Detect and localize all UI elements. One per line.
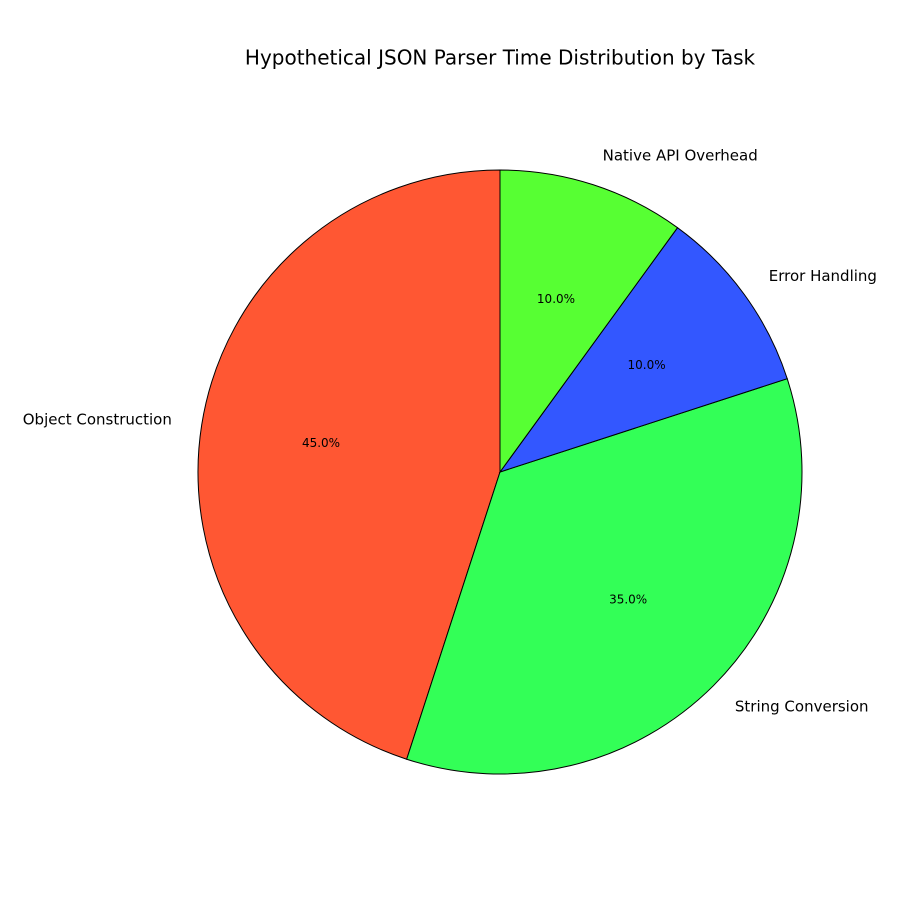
slice-label: Object Construction xyxy=(23,411,172,429)
slice-label: Native API Overhead xyxy=(603,147,758,165)
slice-label: String Conversion xyxy=(735,697,869,715)
value-label: 10.0% xyxy=(537,292,575,306)
pie-slice xyxy=(499,169,679,474)
value-label: 35.0% xyxy=(609,593,647,607)
value-label: 10.0% xyxy=(628,358,666,372)
value-label: 45.0% xyxy=(302,436,340,450)
pie-slice xyxy=(498,226,788,473)
slice-label: Error Handling xyxy=(769,267,877,285)
pie-slice xyxy=(406,378,803,775)
chart-title: Hypothetical JSON Parser Time Distributi… xyxy=(245,46,756,70)
pie-slice xyxy=(197,169,501,760)
